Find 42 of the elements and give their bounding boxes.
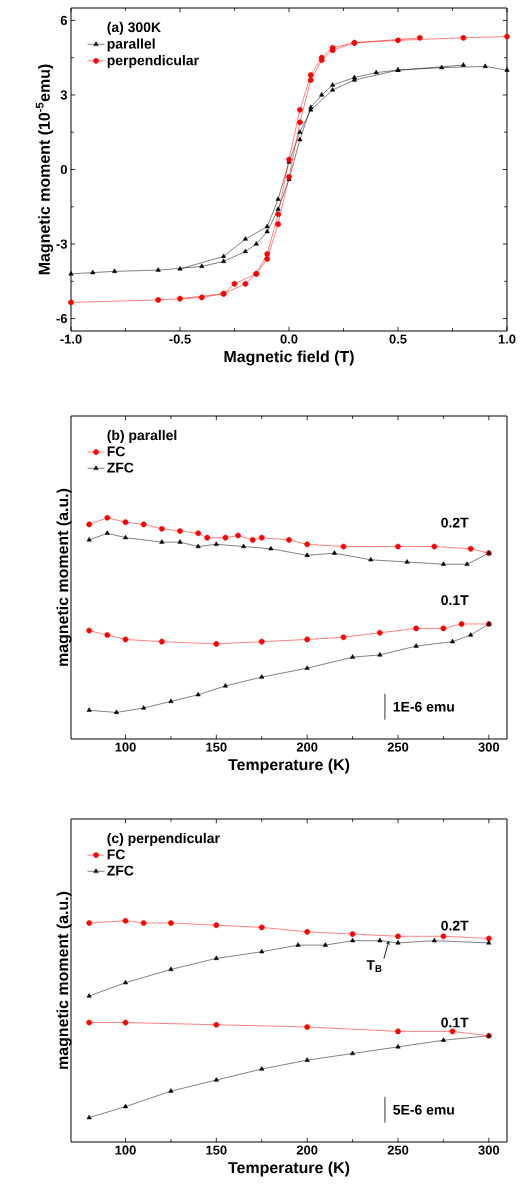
y-tick-label: 3 bbox=[60, 90, 68, 100]
legend-title: (a) 300K bbox=[107, 21, 161, 35]
y-tick-label: -3 bbox=[56, 239, 68, 249]
x-tick-label: 1.0 bbox=[498, 334, 516, 344]
y-axis-title: magnetic moment (a.u.) bbox=[56, 891, 72, 1069]
y-axis-title: magnetic moment (a.u.) bbox=[56, 488, 72, 666]
x-tick-label: 200 bbox=[296, 1145, 318, 1155]
x-tick-label: -0.5 bbox=[169, 334, 191, 344]
x-axis-title: Temperature (K) bbox=[228, 758, 350, 774]
x-tick-label: 100 bbox=[115, 742, 136, 752]
legend-title: (b) parallel bbox=[107, 429, 177, 443]
x-axis-title: Magnetic field (T) bbox=[224, 350, 354, 366]
x-tick-label: 0.0 bbox=[280, 334, 298, 344]
y-tick-label: -6 bbox=[56, 313, 68, 324]
y-axis-title: Magnetic moment (10$^{-5}$emu) bbox=[35, 64, 54, 275]
x-tick-label: 100 bbox=[115, 1145, 136, 1155]
x-tick-label: 200 bbox=[296, 742, 318, 752]
y-tick-label: 6 bbox=[60, 15, 68, 26]
x-tick-label: 300 bbox=[478, 1145, 500, 1155]
x-tick-label: 0.5 bbox=[389, 334, 407, 344]
annotation: 5E-6 emu bbox=[393, 1104, 454, 1115]
legend-label: parallel bbox=[107, 38, 155, 52]
legend-label: FC bbox=[107, 849, 125, 860]
x-tick-label: 150 bbox=[206, 1145, 227, 1155]
annotation: 1E-6 emu bbox=[393, 701, 454, 712]
y-tick-label: 0 bbox=[60, 164, 67, 175]
x-tick-label: 150 bbox=[206, 742, 227, 752]
annotation: 0.2T bbox=[441, 920, 469, 931]
x-tick-label: 250 bbox=[387, 742, 409, 752]
x-tick-label: 300 bbox=[478, 742, 500, 752]
legend-title: (c) perpendicular bbox=[107, 832, 220, 846]
legend-label: FC bbox=[107, 446, 125, 457]
legend-label: ZFC bbox=[107, 462, 134, 473]
legend-label: perpendicular bbox=[107, 55, 199, 69]
annotation: 0.2T bbox=[441, 517, 469, 528]
annotation: T$_{B}$ bbox=[366, 960, 382, 972]
legend-label: ZFC bbox=[107, 865, 134, 876]
x-axis-title: Temperature (K) bbox=[228, 1161, 350, 1177]
annotation: 0.1T bbox=[441, 1017, 469, 1028]
annotation: 0.1T bbox=[441, 595, 469, 606]
x-tick-label: 250 bbox=[387, 1145, 409, 1155]
x-tick-label: -1.0 bbox=[60, 334, 82, 344]
